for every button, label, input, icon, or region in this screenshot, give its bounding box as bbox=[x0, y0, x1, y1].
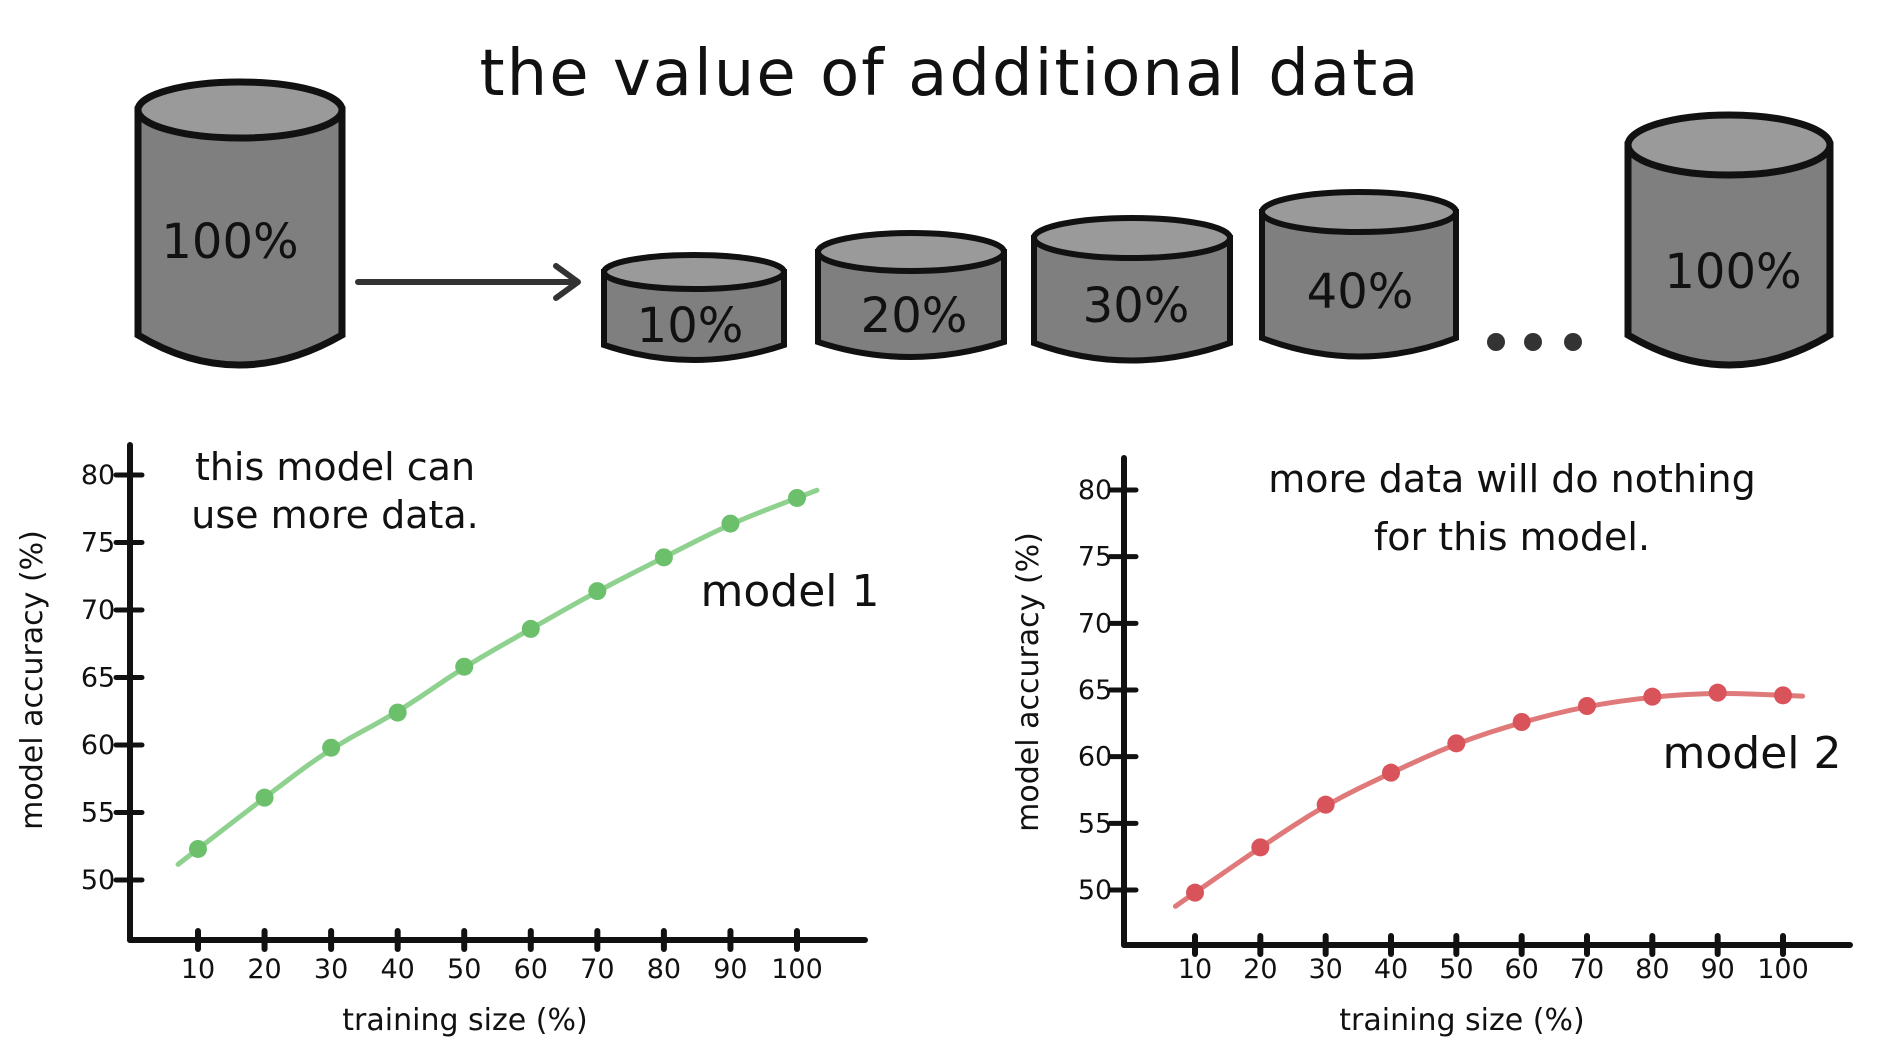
chart-2-x-tick-label: 20 bbox=[1243, 954, 1277, 985]
chart-2-x-tick-label: 60 bbox=[1504, 954, 1538, 985]
chart-2-data-point bbox=[1774, 686, 1792, 705]
chart-1-y-tick-label: 70 bbox=[81, 595, 115, 626]
chart-2-data-point bbox=[1512, 713, 1531, 731]
chart-2-annotation-line-2: for this model. bbox=[1374, 515, 1650, 559]
chart-1-data-point bbox=[521, 619, 540, 638]
chart-2-x-tick-label: 10 bbox=[1178, 954, 1212, 985]
chart-1-data-point bbox=[588, 582, 607, 601]
chart-1-data-point bbox=[189, 839, 207, 858]
chart-2-x-tick-label: 100 bbox=[1757, 954, 1809, 985]
cylinder-10: 10% bbox=[601, 252, 787, 363]
chart-2-data-point bbox=[1316, 795, 1335, 814]
cylinder-40-label: 40% bbox=[1307, 264, 1414, 320]
chart-1-data-point bbox=[455, 657, 474, 676]
chart-2-y-tick-label: 70 bbox=[1078, 608, 1112, 639]
cylinder-30-label: 30% bbox=[1083, 278, 1190, 334]
chart-1-xlabel: training size (%) bbox=[342, 1003, 587, 1038]
chart-1-x-tick-label: 30 bbox=[314, 954, 348, 985]
chart-2-series-label: model 2 bbox=[1663, 728, 1842, 779]
chart-2-data-point bbox=[1447, 734, 1466, 753]
chart-2-ylabel: model accuracy (%) bbox=[1011, 532, 1046, 832]
chart-1-y-tick-label: 60 bbox=[81, 730, 115, 761]
chart-model-2: more data will do nothing for this model… bbox=[1011, 455, 1853, 1038]
chart-2-x-tick-label: 70 bbox=[1570, 954, 1604, 985]
chart-1-y-tick-label: 65 bbox=[81, 663, 115, 694]
chart-2-x-tick-label: 30 bbox=[1308, 954, 1342, 985]
cylinder-40: 40% bbox=[1259, 189, 1459, 360]
chart-2-data-point bbox=[1643, 687, 1662, 706]
source-cylinder-label: 100% bbox=[161, 214, 298, 270]
cylinder-20-label: 20% bbox=[861, 288, 968, 344]
chart-1-series-line bbox=[175, 487, 820, 867]
chart-1-data-point bbox=[255, 788, 274, 807]
chart-2-xlabel: training size (%) bbox=[1339, 1003, 1584, 1038]
chart-2-x-tick-label: 50 bbox=[1439, 954, 1473, 985]
chart-2-data-point bbox=[1382, 763, 1400, 782]
chart-2-data-point bbox=[1186, 883, 1204, 902]
cylinder-20: 20% bbox=[815, 230, 1007, 360]
chart-1-x-tick-label: 100 bbox=[771, 954, 823, 985]
split-arrow bbox=[355, 263, 581, 301]
chart-2-x-tick-label: 90 bbox=[1700, 954, 1734, 985]
cylinder-10-label: 10% bbox=[637, 298, 744, 354]
chart-2-annotation-line-1: more data will do nothing bbox=[1268, 457, 1756, 501]
cylinder-30: 30% bbox=[1031, 215, 1233, 364]
chart-1-data-point bbox=[322, 738, 341, 757]
chart-1-data-point bbox=[654, 548, 673, 567]
chart-1-annotation-line-1: this model can bbox=[195, 445, 475, 489]
chart-2-data-point bbox=[1578, 697, 1596, 715]
chart-2-x-tick-label: 80 bbox=[1635, 954, 1669, 985]
chart-1-x-tick-label: 20 bbox=[247, 954, 281, 985]
chart-2-y-tick-label: 60 bbox=[1078, 742, 1112, 773]
chart-2-series-line bbox=[1172, 690, 1806, 909]
page-title: the value of additional data bbox=[480, 37, 1421, 111]
chart-model-1: this model can use more data. model 1 tr… bbox=[15, 442, 880, 1038]
chart-2-data-point bbox=[1708, 683, 1727, 702]
chart-1-data-point bbox=[388, 703, 407, 722]
chart-1-x-tick-label: 50 bbox=[447, 954, 481, 985]
chart-1-data-point bbox=[788, 488, 806, 507]
chart-2-y-tick-label: 50 bbox=[1078, 875, 1112, 906]
source-cylinder: 100% bbox=[134, 78, 346, 369]
chart-1-x-tick-label: 60 bbox=[514, 954, 548, 985]
full-cylinder: 100% bbox=[1624, 111, 1834, 369]
chart-2-y-tick-label: 65 bbox=[1078, 675, 1112, 706]
chart-2-y-tick-label: 55 bbox=[1078, 808, 1112, 839]
chart-1-data-point bbox=[721, 514, 740, 533]
chart-1-x-tick-label: 90 bbox=[713, 954, 747, 985]
chart-1-y-tick-label: 50 bbox=[81, 865, 115, 896]
chart-1-x-tick-label: 80 bbox=[647, 954, 681, 985]
chart-2-y-tick-label: 80 bbox=[1078, 475, 1112, 506]
chart-2-x-tick-label: 40 bbox=[1374, 954, 1408, 985]
ellipsis bbox=[1487, 333, 1582, 351]
chart-2-y-tick-label: 75 bbox=[1078, 542, 1112, 573]
full-cylinder-label: 100% bbox=[1664, 244, 1801, 300]
chart-1-annotation-line-2: use more data. bbox=[191, 493, 479, 537]
chart-1-series-label: model 1 bbox=[701, 566, 880, 617]
chart-1-x-tick-label: 10 bbox=[181, 954, 215, 985]
chart-1-y-tick-label: 80 bbox=[81, 460, 115, 491]
chart-1-y-tick-label: 55 bbox=[81, 798, 115, 829]
chart-1-y-tick-label: 75 bbox=[81, 528, 115, 559]
chart-1-x-tick-label: 70 bbox=[580, 954, 614, 985]
chart-1-x-tick-label: 40 bbox=[380, 954, 414, 985]
chart-1-ylabel: model accuracy (%) bbox=[15, 530, 50, 830]
chart-2-data-point bbox=[1251, 838, 1270, 857]
